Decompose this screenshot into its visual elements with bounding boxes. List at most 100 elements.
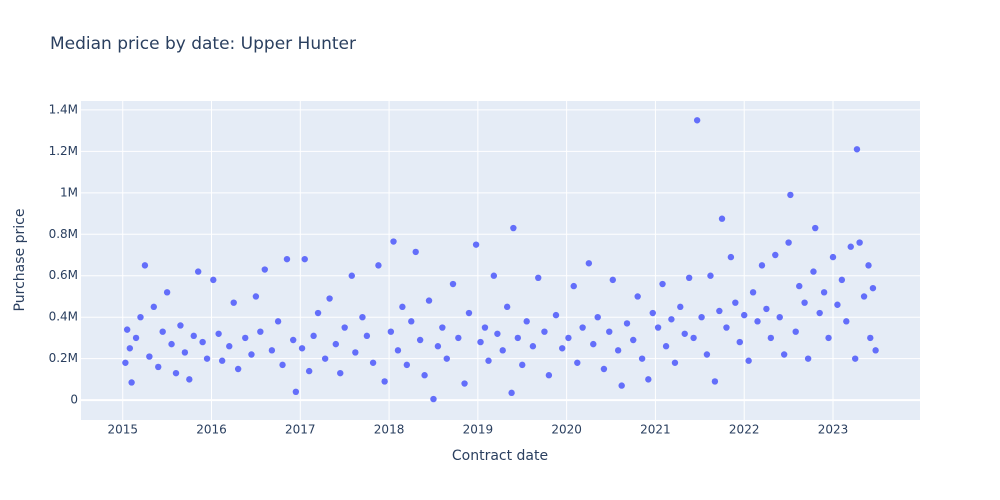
data-point <box>703 351 711 358</box>
x-tick-label: 2016 <box>196 423 227 437</box>
data-point <box>132 334 140 342</box>
data-point <box>155 363 162 371</box>
data-point <box>638 355 646 362</box>
data-point <box>123 326 131 333</box>
data-point <box>804 355 812 362</box>
data-point <box>194 268 202 275</box>
data-point <box>168 340 175 348</box>
data-point <box>594 313 601 321</box>
data-point <box>248 351 255 358</box>
data-point <box>352 349 359 356</box>
data-point <box>614 347 622 354</box>
data-point <box>519 361 526 369</box>
y-tick-label: 0 <box>70 393 78 407</box>
data-point <box>785 239 792 246</box>
data-point <box>421 372 428 379</box>
data-point <box>585 260 593 267</box>
x-tick-label: 2020 <box>551 423 582 437</box>
data-point <box>754 318 761 325</box>
data-point <box>820 289 828 296</box>
y-tick-label: 0.2M <box>49 351 78 365</box>
y-tick-label: 1.2M <box>49 144 78 158</box>
data-point <box>847 243 854 250</box>
data-point <box>301 255 308 263</box>
y-tick-label: 0.6M <box>49 268 78 282</box>
data-point <box>860 293 868 300</box>
data-point <box>718 215 726 222</box>
data-point <box>698 313 705 321</box>
data-point <box>565 334 572 342</box>
data-point <box>834 301 841 308</box>
data-point <box>298 345 306 352</box>
data-point <box>796 282 803 290</box>
x-axis-title: Contract date <box>452 448 548 464</box>
y-tick-label: 1.4M <box>49 102 78 116</box>
data-point <box>321 355 329 362</box>
data-point <box>381 378 388 385</box>
x-tick-label: 2018 <box>374 423 405 437</box>
data-point <box>490 272 498 279</box>
data-point <box>825 334 832 342</box>
data-point <box>314 309 322 317</box>
data-point <box>210 276 217 284</box>
data-point <box>690 334 697 342</box>
data-point <box>732 299 739 306</box>
data-point <box>623 320 631 327</box>
data-point <box>545 372 553 379</box>
x-tick-label: 2023 <box>818 423 849 437</box>
data-point <box>618 382 625 389</box>
data-point <box>662 343 670 350</box>
data-point <box>394 347 402 354</box>
data-point <box>274 318 282 325</box>
data-point <box>816 309 823 317</box>
data-point <box>503 303 511 311</box>
data-point <box>792 328 799 335</box>
data-point <box>812 224 819 232</box>
data-point <box>425 297 433 304</box>
data-point <box>430 395 437 403</box>
data-point <box>716 307 723 315</box>
data-point <box>758 262 766 269</box>
data-point <box>289 336 297 344</box>
data-point <box>671 359 679 366</box>
data-point <box>851 355 859 362</box>
data-point <box>535 274 542 282</box>
data-point <box>630 336 637 344</box>
data-point <box>461 380 468 387</box>
data-point <box>230 299 237 306</box>
data-point <box>408 318 415 325</box>
data-point <box>681 330 688 337</box>
data-point <box>801 299 808 306</box>
data-point <box>707 272 714 279</box>
data-point <box>872 347 879 354</box>
data-point <box>494 330 501 337</box>
data-point <box>787 191 794 199</box>
data-point <box>252 293 260 300</box>
data-point <box>472 241 480 248</box>
data-point <box>749 289 757 296</box>
data-point <box>146 353 153 360</box>
data-point <box>128 379 135 386</box>
data-point <box>780 351 788 358</box>
data-point <box>203 355 211 362</box>
markers <box>122 117 879 403</box>
data-point <box>810 268 817 275</box>
data-point <box>369 359 377 366</box>
data-point <box>326 295 333 302</box>
data-point <box>745 357 752 364</box>
data-point <box>172 369 180 377</box>
data-point <box>865 262 872 269</box>
data-point <box>449 280 457 288</box>
data-point <box>711 378 719 385</box>
data-point <box>541 328 548 335</box>
data-point <box>649 309 656 317</box>
data-point <box>677 303 684 311</box>
data-point <box>559 345 566 352</box>
data-point <box>226 343 233 350</box>
data-point <box>399 303 406 311</box>
data-point <box>215 330 222 337</box>
data-point <box>190 332 197 340</box>
data-point <box>514 334 522 342</box>
